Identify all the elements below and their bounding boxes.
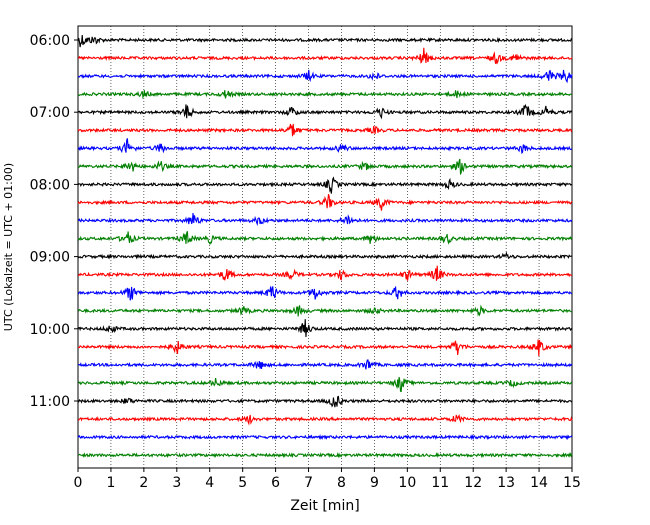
trace-line <box>77 103 573 120</box>
x-tick-label: 4 <box>205 475 214 491</box>
trace-lines <box>77 35 573 459</box>
trace-line <box>77 35 573 48</box>
x-tick-label: 2 <box>139 475 148 491</box>
x-tick-label: 10 <box>398 475 416 491</box>
x-tick-label: 3 <box>172 475 181 491</box>
x-tick-label: 0 <box>74 475 83 491</box>
trace-line <box>77 319 573 337</box>
y-tick-label: 06:00 <box>30 33 70 49</box>
y-tick-label: 08:00 <box>30 177 70 193</box>
y-axis-ticks: 06:00 07:00 08:00 09:00 10:00 11:00 <box>30 33 78 410</box>
trace-line <box>77 47 573 65</box>
x-tick-label: 7 <box>304 475 313 491</box>
trace-line <box>78 304 573 317</box>
y-tick-label: 09:00 <box>30 250 70 266</box>
x-tick-label: 1 <box>106 475 115 491</box>
trace-line <box>77 286 573 301</box>
trace-line <box>77 395 573 408</box>
trace-line <box>77 176 573 194</box>
trace-line <box>77 69 573 84</box>
x-tick-label: 12 <box>464 475 482 491</box>
x-tick-label: 9 <box>370 475 379 491</box>
trace-line <box>77 158 573 176</box>
x-tick-label: 11 <box>431 475 449 491</box>
x-axis-ticks: 0 1 2 3 4 5 6 7 8 9 10 11 12 13 14 15 <box>74 468 581 491</box>
trace-line <box>77 414 573 426</box>
x-axis-label: Zeit [min] <box>290 498 359 514</box>
trace-line <box>77 339 573 357</box>
plot-area-frame <box>77 25 573 469</box>
trace-line <box>77 212 573 227</box>
trace-line <box>77 123 573 137</box>
trace-line <box>77 251 573 260</box>
trace-line <box>77 138 573 154</box>
trace-line <box>77 376 573 392</box>
y-axis-label: UTC (Lokalzeit = UTC + 01:00) <box>2 163 15 331</box>
trace-line <box>77 452 573 459</box>
trace-line <box>77 193 573 211</box>
trace-line <box>77 434 573 441</box>
trace-line <box>77 359 573 370</box>
y-tick-label: 11:00 <box>30 394 70 410</box>
y-tick-label: 07:00 <box>30 105 70 121</box>
x-tick-label: 8 <box>337 475 346 491</box>
trace-line <box>77 231 573 246</box>
trace-line <box>77 90 573 100</box>
x-tick-label: 6 <box>271 475 280 491</box>
x-tick-label: 5 <box>238 475 247 491</box>
x-tick-label: 14 <box>530 475 548 491</box>
y-tick-label: 10:00 <box>30 322 70 338</box>
x-tick-label: 13 <box>497 475 515 491</box>
x-tick-label: 15 <box>563 475 581 491</box>
trace-line <box>77 265 573 281</box>
